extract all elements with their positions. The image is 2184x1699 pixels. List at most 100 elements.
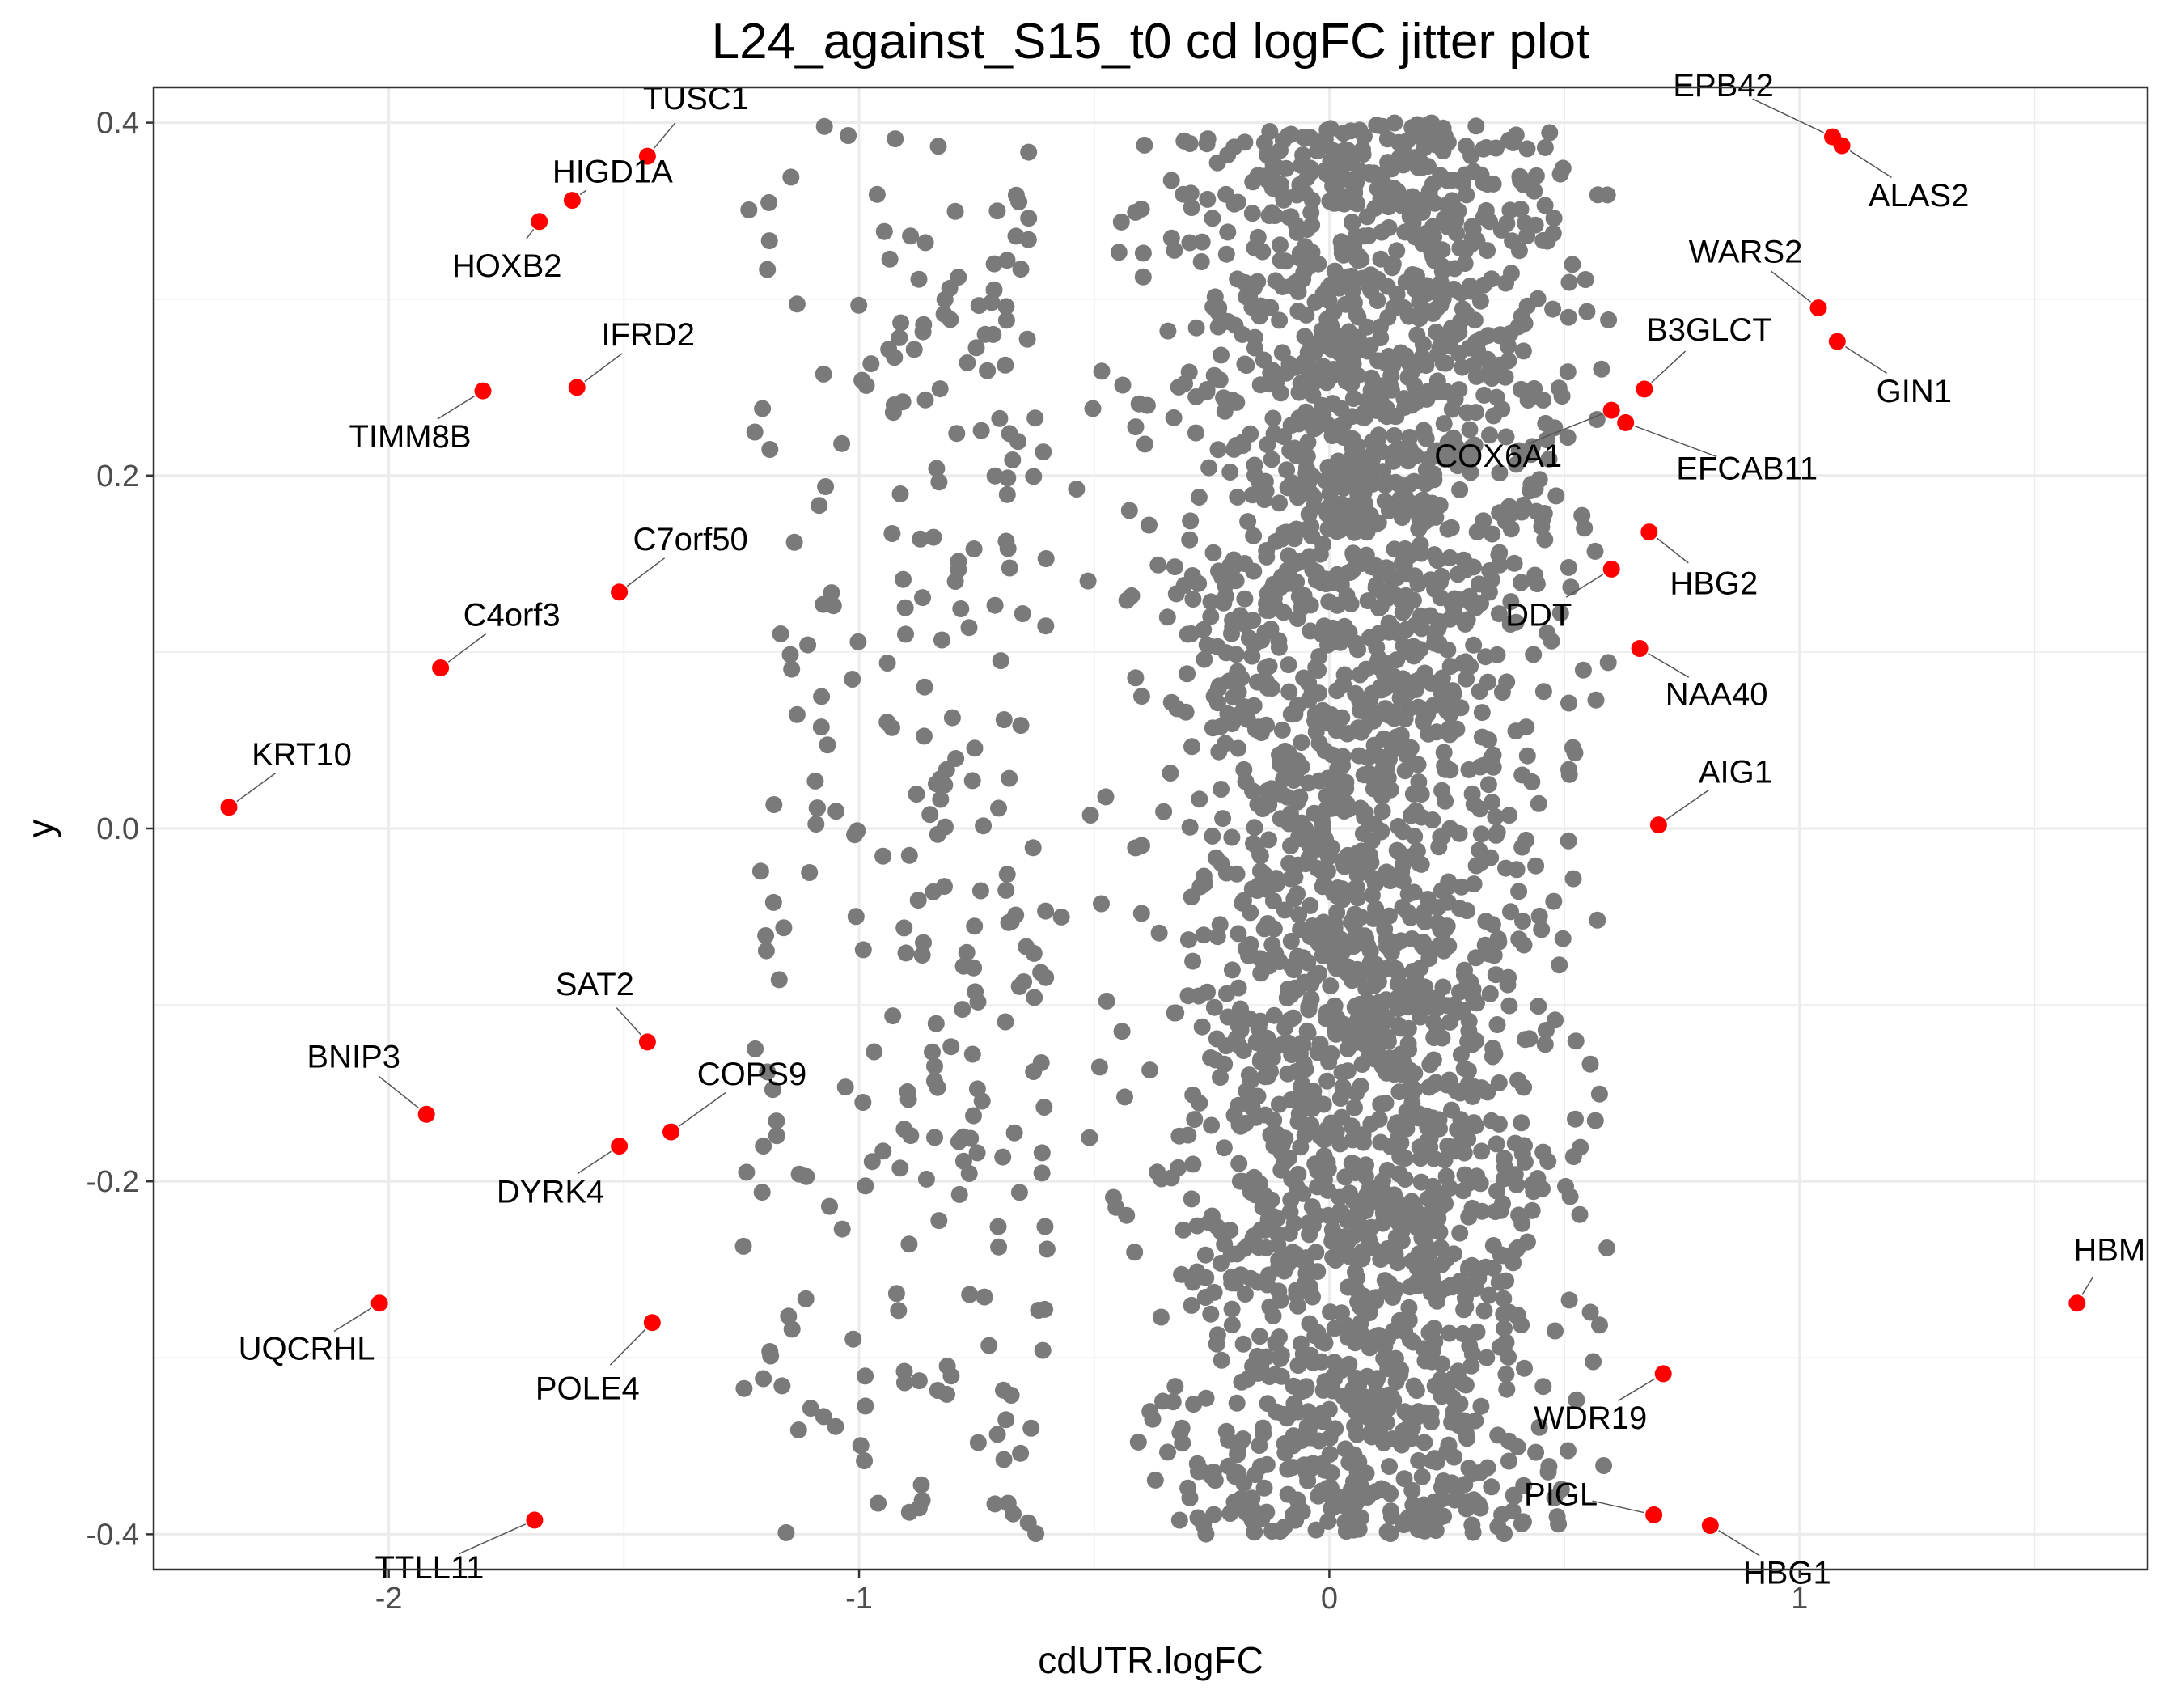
label-leader-line [1618,1378,1656,1401]
background-point [1293,734,1310,752]
background-point [1258,548,1276,566]
background-point [1398,565,1416,583]
background-point [1475,386,1493,404]
background-point [1518,747,1536,765]
background-point [1208,1030,1225,1048]
background-point [753,1184,771,1201]
background-point [1291,249,1309,267]
background-point [799,636,817,654]
background-point [773,1377,791,1395]
background-point [824,597,842,615]
background-point [1333,1108,1351,1126]
background-point [1285,890,1303,908]
background-point [1213,1351,1230,1369]
background-point [1567,1032,1585,1050]
background-point [1204,210,1221,227]
background-point [1370,377,1388,395]
background-point [1446,1491,1463,1509]
background-point [1429,899,1447,917]
background-point [910,270,928,288]
background-point [1165,409,1183,426]
background-point [1335,666,1353,684]
background-point [1251,1012,1269,1030]
highlighted-point [1828,333,1846,350]
background-point [890,1302,908,1320]
background-point [1481,426,1498,444]
background-point [1314,947,1331,964]
background-point [1470,1495,1488,1513]
background-point [1152,1308,1170,1326]
background-point [1183,1190,1200,1208]
background-point [954,1152,972,1170]
background-point [1475,276,1492,294]
background-point [1447,212,1465,230]
background-point [1399,904,1417,922]
background-point [997,298,1015,316]
label-leader-line [378,1075,420,1109]
background-point [983,294,1001,311]
background-point [1171,1424,1189,1442]
background-point [1228,1394,1246,1412]
background-point [1328,1009,1346,1027]
background-point [1195,926,1213,944]
background-point [1345,917,1363,935]
background-point [1381,1351,1399,1369]
background-point [1390,1214,1407,1232]
background-point [1299,1024,1317,1042]
background-point [1002,913,1020,930]
background-point [933,631,950,649]
point-label: B3GLCT [1646,312,1772,348]
highlighted-point [370,1294,388,1312]
background-point [1399,978,1416,996]
highlighted-point [1645,1506,1663,1523]
background-point [1309,1263,1327,1281]
background-point [1189,1509,1207,1527]
background-point [899,1091,917,1108]
background-point [1243,1489,1261,1507]
background-point [1229,1446,1246,1464]
background-point [1097,788,1115,806]
background-point [1012,261,1030,278]
background-point [1199,130,1217,148]
background-point [917,1170,935,1188]
background-point [1280,1149,1297,1167]
background-point [1314,1095,1332,1113]
background-point [1181,234,1199,252]
background-point [1413,936,1431,954]
background-point [1193,233,1211,251]
label-leader-line [1528,413,1603,444]
background-point [916,727,933,745]
background-point [1388,841,1406,859]
background-point [1254,1198,1272,1216]
background-point [1263,1523,1280,1540]
background-point [1467,404,1484,422]
background-point [1465,636,1483,654]
background-point [1126,1244,1144,1261]
background-point [1511,167,1529,185]
background-point [880,341,898,358]
background-point [1238,357,1255,375]
background-point [1307,1521,1325,1539]
background-point [1451,1224,1469,1242]
background-point [1404,591,1422,609]
background-point [1554,159,1572,177]
background-point [1200,637,1218,655]
background-point [1553,388,1571,405]
background-point [1363,1008,1381,1026]
background-point [1344,1192,1362,1210]
background-point [1450,1362,1467,1380]
background-point [1272,252,1289,269]
background-point [1132,200,1150,218]
background-point [759,261,777,278]
background-point [760,193,778,211]
background-point [1134,268,1152,286]
background-point [854,1094,872,1111]
background-point [1415,712,1432,730]
background-point [1276,1444,1294,1462]
background-point [1263,180,1281,197]
point-label: SAT2 [556,967,634,1002]
background-point [1205,998,1223,1016]
background-point [1390,1129,1407,1146]
background-point [1290,415,1308,433]
background-point [1303,1198,1321,1216]
